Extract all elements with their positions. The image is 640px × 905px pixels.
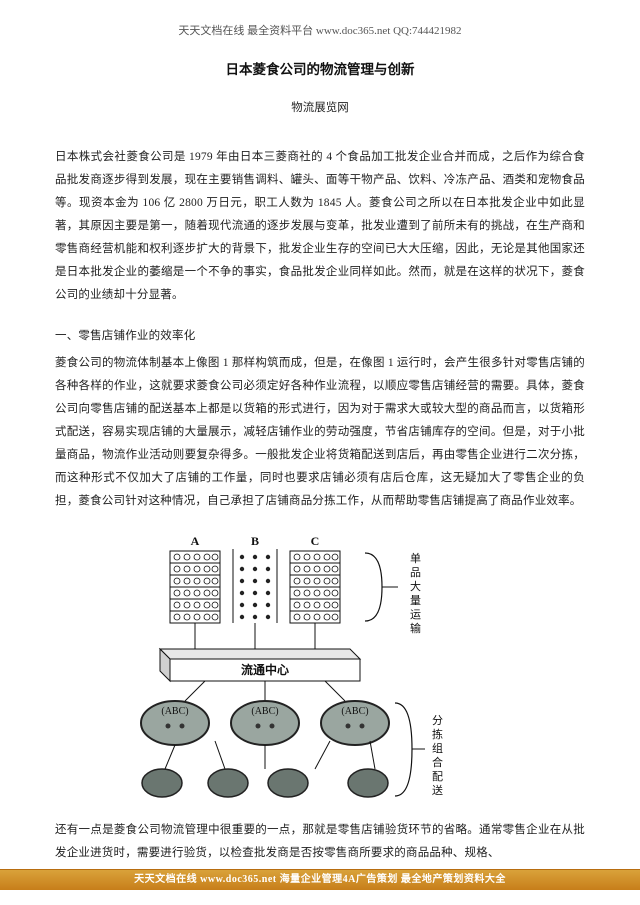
footer-bar: 天天文档在线 www.doc365.net 海量企业管理4A广告策划 最全地产策…: [0, 869, 640, 890]
svg-text:量: 量: [410, 594, 421, 607]
svg-text:组: 组: [432, 741, 443, 755]
svg-text:合: 合: [432, 755, 443, 769]
paragraph-2: 菱食公司的物流体制基本上像图 1 那样构筑而成，但是，在像图 1 运行时，会产生…: [55, 352, 585, 513]
bottom-ellipses: [142, 769, 388, 797]
bracket-bottom: [395, 703, 412, 796]
svg-text:运: 运: [410, 608, 421, 621]
abc-label-1: (ABC): [251, 706, 278, 717]
column-b-dots: [233, 549, 277, 623]
page-header: 天天文档在线 最全资料平台 www.doc365.net QQ:74442198…: [55, 20, 585, 42]
column-a-boxes: [170, 551, 220, 623]
document-title: 日本菱食公司的物流管理与创新: [55, 56, 585, 83]
right-label-top-1: 单: [410, 552, 421, 565]
center-label: 流通中心: [241, 662, 289, 677]
document-page: 天天文档在线 最全资料平台 www.doc365.net QQ:74442198…: [0, 0, 640, 865]
svg-text:送: 送: [432, 783, 443, 797]
paragraph-1: 日本株式会社菱食公司是 1979 年由日本三菱商社的 4 个食品加工批发企业合并…: [55, 146, 585, 307]
svg-text:大: 大: [410, 579, 421, 593]
col-label-c: C: [311, 534, 320, 548]
flow-diagram: A B C: [120, 531, 520, 811]
document-subtitle: 物流展览网: [55, 97, 585, 120]
svg-text:输: 输: [410, 621, 421, 635]
column-c-boxes: [290, 551, 340, 623]
col-label-b: B: [251, 534, 259, 548]
bracket-top: [365, 553, 382, 621]
abc-label-0: (ABC): [161, 706, 188, 717]
abc-ellipses: (ABC) (ABC) (ABC): [141, 701, 389, 745]
paragraph-3: 还有一点是菱食公司物流管理中很重要的一点，那就是零售店铺验货环节的省略。通常零售…: [55, 819, 585, 865]
center-box: 流通中心: [160, 649, 360, 681]
svg-text:配: 配: [432, 770, 443, 783]
svg-text:拣: 拣: [432, 727, 443, 741]
abc-label-2: (ABC): [341, 706, 368, 717]
col-label-a: A: [191, 534, 200, 548]
right-label-bottom-1: 分: [432, 714, 443, 727]
svg-text:品: 品: [410, 566, 421, 579]
section-heading-1: 一、零售店铺作业的效率化: [55, 325, 585, 348]
